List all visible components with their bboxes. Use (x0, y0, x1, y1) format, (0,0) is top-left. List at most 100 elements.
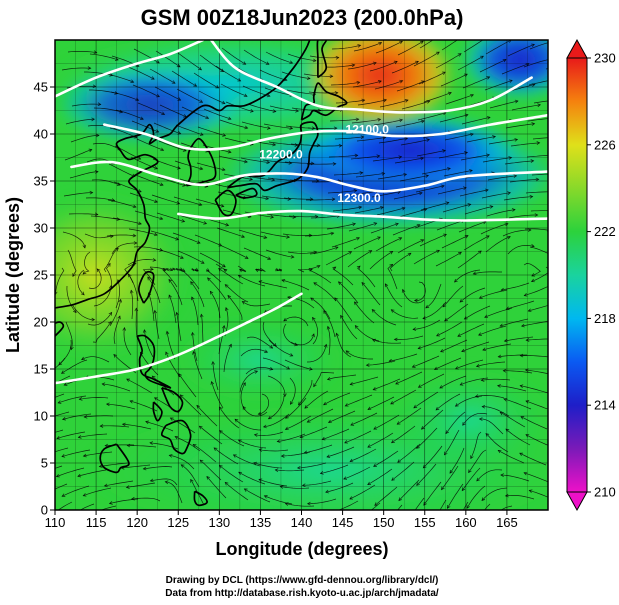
colorbar-tick-label: 218 (594, 311, 616, 326)
streamline-arrowhead (294, 143, 299, 147)
streamline-arrowhead (78, 397, 83, 401)
streamline (129, 192, 158, 203)
streamline (422, 301, 447, 319)
streamline (371, 309, 397, 326)
streamline (376, 207, 405, 216)
streamline (83, 487, 112, 497)
streamline (123, 327, 132, 356)
streamline (504, 160, 534, 165)
streamline (489, 100, 518, 109)
field-blob-warm-core (300, 40, 460, 130)
streamline (520, 385, 548, 394)
streamline (443, 170, 473, 177)
streamline (297, 265, 321, 273)
streamline-arrowhead (169, 267, 174, 272)
streamline-arrowhead (287, 197, 292, 201)
streamline (421, 168, 451, 175)
streamline (158, 140, 187, 152)
streamline-arrowhead (500, 287, 505, 292)
streamline-arrowhead (269, 366, 274, 371)
contour-label: 12100.0 (346, 122, 390, 136)
streamline (92, 321, 112, 343)
streamline-arrowhead (551, 229, 554, 232)
streamline-arrowhead (384, 283, 389, 288)
streamline-arrowhead (150, 76, 155, 80)
streamline-arrowhead (221, 100, 226, 105)
streamline (104, 480, 134, 487)
streamline (77, 269, 85, 296)
streamline (421, 409, 444, 430)
streamline-arrowhead (125, 485, 130, 489)
streamline (419, 234, 447, 247)
x-tick-label: 160 (455, 515, 477, 530)
y-tick-label: 35 (34, 174, 48, 189)
streamline-arrowhead (343, 476, 348, 480)
streamline-arrowhead (380, 205, 384, 210)
streamline-arrowhead (171, 80, 176, 84)
streamline-arrowhead (399, 118, 404, 123)
streamline-arrowhead (60, 370, 65, 374)
streamline-arrowhead (199, 459, 204, 464)
streamline-arrowhead (557, 210, 560, 213)
streamline (242, 301, 271, 307)
streamline-arrowhead (554, 78, 557, 81)
streamline-arrowhead (484, 188, 489, 193)
streamline-arrowhead (399, 40, 403, 45)
streamline-arrowhead (115, 247, 119, 252)
streamline-arrowhead (396, 421, 401, 425)
x-tick-label: 115 (86, 515, 107, 530)
streamline (287, 251, 317, 254)
streamline (529, 246, 548, 254)
streamline (349, 448, 377, 462)
streamline-arrowhead (433, 366, 438, 371)
streamline-arrowhead (81, 356, 85, 361)
streamline (168, 294, 177, 324)
streamline (136, 138, 164, 151)
streamline-arrowhead (508, 156, 513, 160)
streamline-arrowhead (303, 450, 308, 455)
streamline (500, 411, 526, 428)
streamline (178, 373, 197, 398)
streamline-arrowhead (393, 337, 398, 342)
streamline (412, 355, 440, 368)
streamline (357, 99, 387, 106)
streamline-arrowhead (469, 169, 473, 173)
streamline (416, 463, 437, 486)
streamline-arrowhead (96, 268, 101, 273)
streamline (312, 317, 318, 345)
streamline-arrowhead (326, 376, 331, 381)
streamline-arrowhead (351, 63, 356, 68)
streamline-arrowhead (308, 233, 313, 238)
streamline-arrowhead (265, 196, 270, 201)
streamline-arrowhead (443, 233, 447, 238)
streamline-arrowhead (295, 109, 300, 113)
streamline (501, 282, 530, 291)
streamline (240, 348, 268, 357)
streamline (302, 480, 332, 486)
streamline (481, 192, 511, 199)
streamline (520, 416, 548, 430)
streamline-arrowhead (500, 473, 504, 477)
streamline-arrowhead (407, 252, 412, 257)
streamline (143, 466, 173, 470)
streamline (63, 192, 93, 197)
streamline (155, 50, 181, 68)
streamline (323, 310, 336, 338)
streamline (416, 427, 438, 449)
streamline (237, 265, 247, 273)
streamline-arrowhead (147, 276, 151, 281)
streamline (56, 431, 86, 439)
streamline (313, 109, 343, 111)
streamline-arrowhead (55, 473, 60, 478)
streamline-arrowhead (228, 343, 232, 348)
credit-line-1: Drawing by DCL (https://www.gfd-dennou.o… (166, 575, 439, 586)
streamline (343, 466, 371, 480)
coastline (152, 401, 163, 422)
streamline-arrowhead (372, 61, 377, 66)
coastline (235, 187, 258, 199)
streamline (265, 249, 294, 258)
streamline (227, 295, 243, 321)
streamline-arrowhead (481, 404, 486, 409)
streamline (57, 395, 87, 404)
colorbar-ramp (566, 57, 588, 493)
